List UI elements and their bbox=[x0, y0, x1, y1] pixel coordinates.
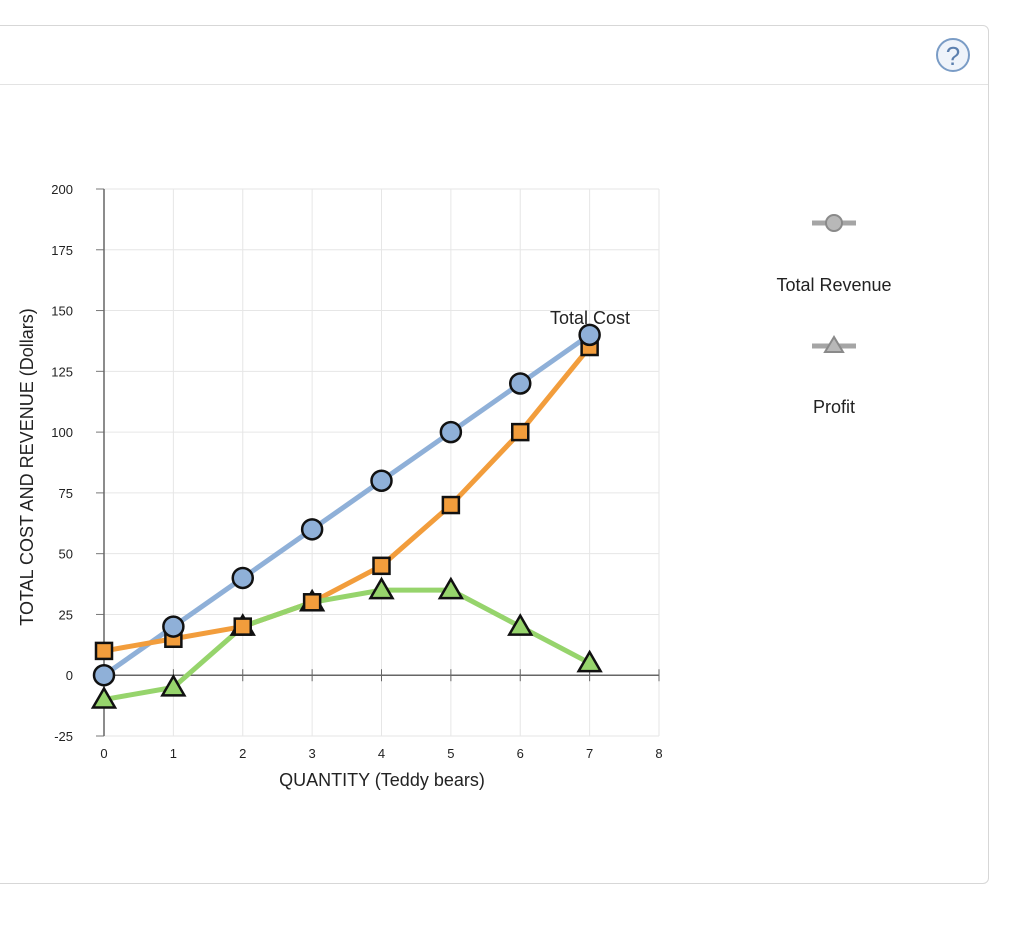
total-cost-line bbox=[103, 345, 592, 654]
x-tick-label: 4 bbox=[378, 746, 385, 761]
total-revenue-point bbox=[578, 323, 601, 347]
legend-profit-marker bbox=[823, 335, 845, 353]
total-revenue-point bbox=[231, 566, 254, 590]
x-tick-label: 6 bbox=[517, 746, 524, 761]
x-tick-label: 1 bbox=[170, 746, 177, 761]
legend-profit-label: Profit bbox=[813, 397, 855, 417]
total-revenue-point bbox=[509, 372, 532, 395]
total-cost-annotation: Total Cost bbox=[550, 308, 630, 328]
y-tick-label: 150 bbox=[51, 304, 73, 319]
profit-point bbox=[160, 673, 187, 697]
chart-legend: Total Revenue Profit bbox=[776, 214, 892, 417]
x-tick-label: 0 bbox=[100, 746, 107, 761]
y-tick-label: 175 bbox=[51, 243, 73, 258]
profit-point bbox=[437, 576, 465, 600]
x-tick-label: 5 bbox=[447, 746, 454, 761]
total-cost-point bbox=[94, 641, 114, 661]
chart-grid bbox=[103, 188, 660, 737]
total-cost-point bbox=[233, 617, 252, 636]
total-revenue-point bbox=[92, 663, 116, 687]
panel-header: ? bbox=[0, 26, 988, 85]
total-cost-point bbox=[372, 556, 391, 576]
chart-markers bbox=[90, 323, 603, 709]
y-tick-label: 100 bbox=[51, 425, 73, 440]
y-tick-label: 75 bbox=[59, 486, 73, 501]
legend-total-revenue-marker bbox=[825, 214, 843, 232]
profit-point bbox=[576, 649, 603, 673]
total-revenue-point bbox=[300, 518, 324, 541]
help-button[interactable]: ? bbox=[936, 38, 970, 72]
x-tick-label: 7 bbox=[586, 746, 593, 761]
y-tick-label: 200 bbox=[51, 182, 73, 197]
profit-point bbox=[507, 613, 534, 636]
y-tick-label: 50 bbox=[59, 547, 73, 562]
profit-line bbox=[103, 587, 591, 702]
chart-labels: 200 175 150 125 100 75 50 25 0 -25 0 1 2 3 4 5 6 7 8 bbox=[51, 182, 662, 761]
profit-point bbox=[368, 576, 395, 600]
total-revenue-point bbox=[162, 615, 185, 638]
x-tick-label: 3 bbox=[309, 746, 316, 761]
profit-point bbox=[90, 686, 118, 709]
x-tick-label: 2 bbox=[239, 746, 246, 761]
y-tick-label: -25 bbox=[54, 729, 73, 744]
total-cost-point bbox=[302, 593, 322, 612]
total-revenue-line bbox=[102, 332, 592, 678]
y-tick-label: 25 bbox=[59, 607, 73, 622]
chart-series bbox=[102, 332, 592, 702]
y-axis-title: TOTAL COST AND REVENUE (Dollars) bbox=[17, 308, 37, 625]
total-revenue-point bbox=[370, 469, 393, 492]
total-cost-point bbox=[511, 422, 530, 442]
total-revenue-point bbox=[439, 420, 463, 444]
total-cost-point bbox=[441, 495, 461, 515]
y-tick-label: 125 bbox=[51, 364, 73, 379]
legend-total-revenue-label: Total Revenue bbox=[776, 275, 891, 295]
y-tick-label: 0 bbox=[66, 668, 73, 683]
x-tick-label: 8 bbox=[655, 746, 662, 761]
x-axis-title: QUANTITY (Teddy bears) bbox=[279, 770, 485, 790]
graph-panel: ? bbox=[0, 25, 989, 884]
